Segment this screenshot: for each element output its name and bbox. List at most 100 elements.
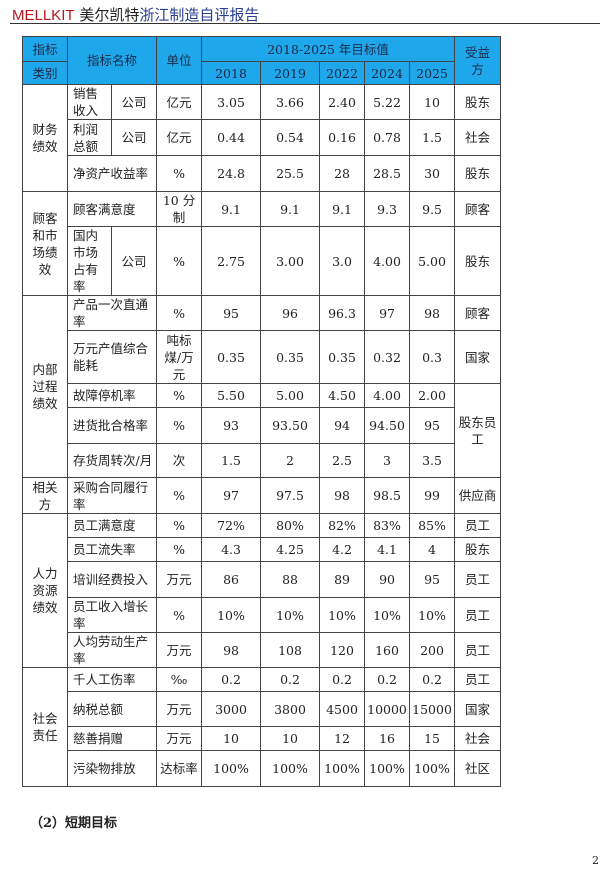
indicator-name: 员工满意度 (66, 513, 158, 538)
value-cell: 100% (364, 750, 411, 787)
unit-cell: % (156, 295, 203, 331)
indicator-name: 慈善捐赠 (66, 726, 158, 751)
value-cell: 15 (409, 726, 456, 751)
header-year: 2022 (319, 61, 366, 85)
unit-cell: % (156, 597, 203, 633)
value-cell: 0.16 (319, 119, 366, 156)
header-category-bottom: 类别 (22, 61, 68, 85)
value-cell: 2.5 (319, 443, 366, 478)
beneficiary-cell: 员工 (454, 597, 502, 633)
value-cell: 4 (409, 537, 456, 562)
unit-cell: 亿元 (156, 119, 203, 156)
value-cell: 0.78 (364, 119, 411, 156)
value-cell: 100% (201, 750, 262, 787)
value-cell: 98 (409, 295, 456, 331)
table-row: 存货周转次/月次 1.5 2 2.5 3 3.5 (23, 443, 501, 478)
value-cell: 5.00 (409, 226, 456, 296)
indicator-scope: 公司 (110, 226, 158, 296)
indicator-name: 进货批合格率 (66, 407, 158, 444)
value-cell: 9.1 (260, 191, 321, 227)
unit-cell: 达标率 (156, 750, 203, 787)
value-cell: 0.32 (364, 330, 411, 384)
table-row: 员工流失率% 4.3 4.25 4.2 4.1 4 股东 (23, 537, 502, 562)
value-cell: 90 (364, 561, 411, 598)
indicator-name: 纳税总额 (66, 691, 158, 727)
value-cell: 9.1 (201, 191, 262, 227)
value-cell: 4.00 (364, 226, 411, 296)
value-cell: 10% (364, 597, 411, 633)
value-cell: 72% (201, 513, 262, 538)
value-cell: 2.75 (201, 226, 262, 296)
unit-cell: % (156, 155, 203, 192)
beneficiary-cell: 顾客 (454, 295, 502, 331)
unit-cell: 亿元 (156, 84, 203, 120)
beneficiary-cell: 员工 (454, 561, 502, 598)
table-row: 社会责任 千人工伤率 ‰ 0.2 0.2 0.2 0.2 0.2 员工 (22, 667, 502, 787)
value-cell: 120 (319, 632, 366, 668)
unit-cell: % (156, 537, 203, 562)
indicator-name: 利润总额 (67, 119, 112, 156)
header-year: 2019 (260, 61, 321, 85)
value-cell: 9.3 (364, 191, 411, 227)
value-cell: 98.5 (364, 477, 411, 514)
value-cell: 15000 (409, 691, 456, 727)
header-target: 2018-2025 年目标值 (201, 36, 456, 62)
value-cell: 0.35 (260, 330, 321, 384)
beneficiary-cell: 社会 (454, 119, 502, 156)
table-row: 进货批合格率% 93 93.50 94 94.50 95 (23, 407, 501, 444)
value-cell: 86 (201, 561, 262, 598)
value-cell: 108 (260, 632, 321, 668)
report-title: 浙江制造自评报告 (139, 6, 260, 24)
value-cell: 10 (201, 726, 262, 751)
value-cell: 3800 (260, 691, 321, 727)
value-cell: 95 (409, 561, 456, 598)
category-cell: 社会责任 (22, 667, 68, 787)
value-cell: 4.50 (319, 383, 366, 408)
value-cell: 5.50 (201, 383, 262, 408)
page-header: MELLKIT 美尔凯特浙江制造自评报告 (12, 4, 259, 25)
beneficiary-cell: 股东 (454, 537, 502, 562)
value-cell: 160 (364, 632, 411, 668)
header-year: 2018 (201, 61, 262, 85)
value-cell: 89 (319, 561, 366, 598)
value-cell: 96 (260, 295, 321, 331)
value-cell: 2.00 (409, 383, 456, 408)
table-row: 财务绩效 销售收入 公司 亿元 3.05 3.66 2.40 5.22 10 股东 (22, 84, 502, 192)
table-row: 顾客和市场绩效 顾客满意度 10 分制 9.1 9.1 9.1 9.3 9.5 顾客 (22, 191, 502, 296)
value-cell: 3.00 (260, 226, 321, 296)
header-year: 2025 (409, 61, 456, 85)
value-cell: 0.2 (201, 667, 262, 692)
beneficiary-cell: 员工 (454, 632, 502, 668)
value-cell: 0.2 (364, 667, 411, 692)
table-row: 净资产收益率% 24.8 25.5 28 28.5 30 股东 (23, 155, 502, 192)
value-cell: 93 (201, 407, 262, 444)
company-name: 美尔凯特 (79, 6, 140, 24)
value-cell: 24.8 (201, 155, 262, 192)
page-number: 2 (592, 854, 599, 867)
beneficiary-cell: 员工 (454, 513, 502, 538)
value-cell: 10 (260, 726, 321, 751)
value-cell: 80% (260, 513, 321, 538)
indicator-name: 万元产值综合能耗 (66, 330, 158, 384)
unit-cell: % (156, 407, 203, 444)
indicator-name: 污染物排放 (66, 750, 158, 787)
beneficiary-cell: 股东 (454, 155, 502, 192)
table-row: 故障停机率% 5.50 5.00 4.50 4.00 2.00 股东员工 (23, 383, 502, 478)
unit-cell: 万元 (156, 632, 203, 668)
value-cell: 99 (409, 477, 456, 514)
indicator-name: 员工流失率 (66, 537, 158, 562)
value-cell: 2.40 (319, 84, 366, 120)
value-cell: 3.0 (319, 226, 366, 296)
value-cell: 10% (319, 597, 366, 633)
value-cell: 98 (201, 632, 262, 668)
unit-cell: 10 分制 (156, 191, 203, 227)
unit-cell: % (156, 513, 203, 538)
indicator-scope: 公司 (110, 84, 158, 120)
header-unit: 单位 (156, 36, 203, 85)
unit-cell: ‰ (156, 667, 203, 692)
value-cell: 25.5 (260, 155, 321, 192)
value-cell: 10% (201, 597, 262, 633)
value-cell: 100% (260, 750, 321, 787)
value-cell: 100% (409, 750, 456, 787)
value-cell: 4.2 (319, 537, 366, 562)
